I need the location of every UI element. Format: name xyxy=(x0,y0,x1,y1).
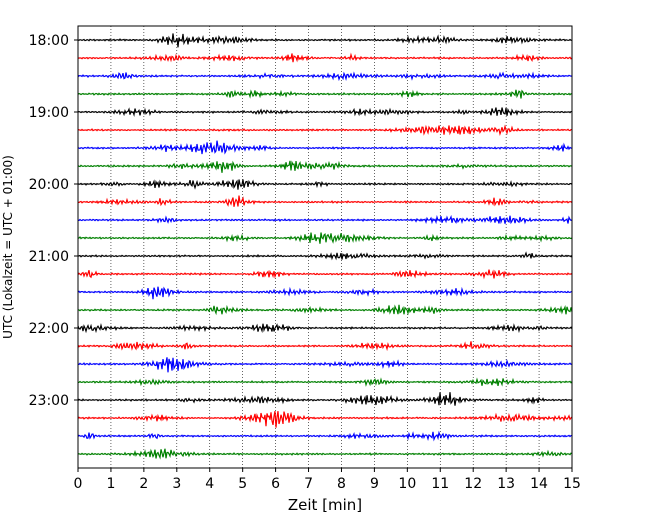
plot-frame xyxy=(77,25,573,469)
trace-line-23 xyxy=(77,430,573,442)
trace-line-22 xyxy=(77,411,573,428)
x-axis-label: Zeit [min] xyxy=(288,496,362,514)
x-tick-label-10: 10 xyxy=(398,476,416,492)
x-tick-label-6: 6 xyxy=(271,476,280,492)
trace-line-13 xyxy=(77,251,573,261)
trace-line-4 xyxy=(77,89,573,99)
seismic-traces xyxy=(77,33,573,460)
trace-line-12 xyxy=(77,232,573,244)
y-tick-label-18:00: 18:00 xyxy=(29,33,69,49)
y-tick-label-23:00: 23:00 xyxy=(29,393,69,409)
x-tick-label-3: 3 xyxy=(172,476,181,492)
x-tick-label-15: 15 xyxy=(563,476,581,492)
x-tick-label-13: 13 xyxy=(497,476,515,492)
trace-line-15 xyxy=(77,286,573,300)
trace-line-16 xyxy=(77,304,573,316)
trace-line-24 xyxy=(77,448,573,460)
plot-background xyxy=(78,26,572,468)
y-axis-ticks: 18:00 19:00 20:00 21:00 22:00 23:00 xyxy=(29,33,78,409)
trace-line-10 xyxy=(77,195,573,207)
x-tick-label-5: 5 xyxy=(238,476,247,492)
trace-line-3 xyxy=(77,71,573,82)
x-tick-label-11: 11 xyxy=(431,476,449,492)
trace-line-19 xyxy=(77,357,573,373)
y-tick-label-22:00: 22:00 xyxy=(29,321,69,337)
y-tick-label-20:00: 20:00 xyxy=(29,177,69,193)
trace-line-1 xyxy=(77,33,573,48)
trace-line-21 xyxy=(77,392,573,406)
x-tick-label-9: 9 xyxy=(370,476,379,492)
x-tick-label-1: 1 xyxy=(106,476,115,492)
x-axis-ticks: 0 1 2 3 4 5 6 7 8 9 10 11 12 13 14 15 xyxy=(74,468,581,492)
y-tick-label-21:00: 21:00 xyxy=(29,249,69,265)
x-tick-label-12: 12 xyxy=(464,476,482,492)
trace-line-6 xyxy=(77,124,573,137)
x-tick-label-0: 0 xyxy=(74,476,83,492)
trace-line-18 xyxy=(77,341,573,352)
trace-line-9 xyxy=(77,179,573,190)
x-tick-label-7: 7 xyxy=(304,476,313,492)
trace-line-11 xyxy=(77,214,573,225)
trace-line-2 xyxy=(77,52,573,63)
y-tick-label-19:00: 19:00 xyxy=(29,105,69,121)
x-tick-label-4: 4 xyxy=(205,476,214,492)
trace-line-17 xyxy=(77,323,573,334)
trace-line-5 xyxy=(77,107,573,117)
x-tick-label-2: 2 xyxy=(139,476,148,492)
x-tick-label-14: 14 xyxy=(530,476,548,492)
trace-line-14 xyxy=(77,269,573,280)
trace-line-20 xyxy=(77,377,573,387)
x-tick-label-8: 8 xyxy=(337,476,346,492)
trace-line-7 xyxy=(77,140,573,155)
y-axis-label: UTC (Lokalzeit = UTC + 01:00) xyxy=(1,155,15,339)
trace-line-8 xyxy=(77,160,573,173)
